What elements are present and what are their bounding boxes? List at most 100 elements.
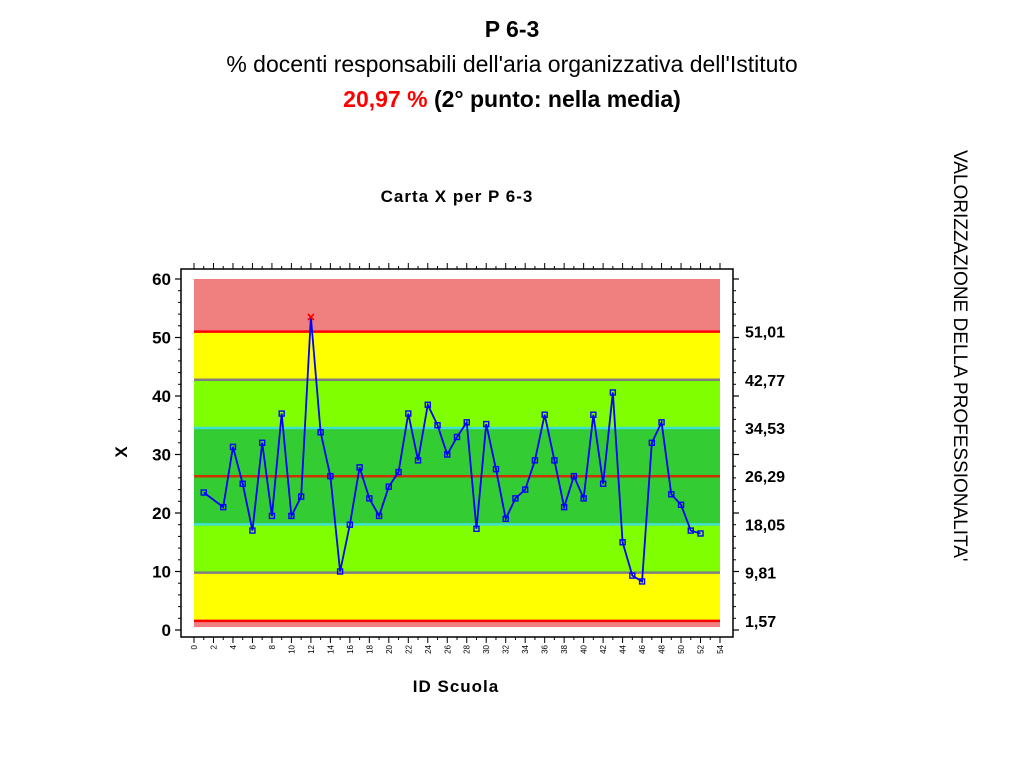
data-point: [385, 483, 393, 490]
x-tick-label-17: 34: [521, 644, 530, 653]
x-tick-label-27: 54: [716, 644, 725, 653]
control-line-label-5: 9,81: [745, 566, 776, 583]
x-tick-label-5: 10: [287, 644, 296, 653]
x-tick-label-7: 14: [326, 644, 335, 653]
data-point: [677, 501, 685, 509]
data-point: [560, 503, 568, 511]
data-point: [414, 457, 422, 464]
x-tick-label-2: 4: [229, 644, 238, 649]
indicator-result: 20,97 % (2° punto: nella media): [0, 86, 1024, 113]
band-upper-yellow: [194, 331, 720, 380]
data-point: [551, 457, 558, 464]
x-tick-label-9: 18: [365, 644, 374, 653]
x-tick-label-11: 22: [404, 644, 413, 653]
data-point: [424, 401, 431, 408]
x-tick-label-0: 0: [190, 644, 199, 649]
data-point: [356, 464, 363, 471]
x-tick-label-15: 30: [482, 644, 491, 653]
series-line-0: [203, 316, 701, 583]
y-tick-label-6: 60: [152, 270, 171, 289]
data-point: [619, 539, 626, 546]
y-tick-label-4: 40: [152, 387, 171, 406]
x-tick-label-16: 32: [502, 644, 511, 653]
x-tick-label-8: 16: [346, 644, 355, 653]
y-tick-label-1: 10: [152, 563, 171, 582]
data-point: [697, 530, 704, 537]
indicator-note: (2° punto: nella media): [433, 86, 681, 112]
x-tick-label-21: 42: [599, 644, 608, 653]
data-point: [580, 495, 587, 502]
data-point: [395, 468, 402, 476]
data-point: [648, 439, 656, 446]
x-tick-label-4: 8: [268, 644, 277, 649]
control-line-label-0: 51,01: [745, 325, 785, 342]
band-upper-outer: [194, 279, 720, 332]
data-point: [463, 419, 470, 426]
data-point: [405, 410, 412, 417]
data-series: [200, 313, 704, 585]
x-tick-label-12: 24: [424, 644, 433, 653]
y-tick-label-0: 0: [162, 621, 171, 640]
x-tick-label-23: 46: [638, 644, 647, 653]
x-tick-label-19: 38: [560, 644, 569, 653]
data-point: [483, 420, 490, 428]
x-tick-label-14: 28: [463, 644, 472, 653]
data-point: [492, 465, 500, 473]
y-tick-label-3: 30: [152, 446, 171, 465]
x-tick-label-3: 6: [248, 644, 257, 649]
data-point: [658, 419, 665, 426]
data-point: [366, 495, 373, 502]
x-tick-label-1: 2: [209, 644, 218, 649]
y-axis-label: X: [112, 446, 131, 458]
band-upper-light-green: [194, 379, 720, 428]
control-line-label-4: 18,05: [745, 517, 785, 534]
band-lower-light-green: [194, 524, 720, 573]
out-of-control-point: [307, 313, 315, 321]
data-point: [278, 410, 285, 417]
x-tick-label-13: 26: [443, 644, 452, 653]
data-point: [521, 486, 529, 493]
x-tick-label-10: 20: [385, 644, 394, 653]
data-point: [453, 433, 461, 441]
y-tick-label-2: 20: [152, 504, 171, 523]
data-point: [229, 443, 237, 451]
x-tick-label-26: 52: [697, 644, 706, 653]
data-point: [668, 491, 675, 498]
data-point: [531, 457, 539, 464]
data-point: [541, 411, 548, 418]
data-point: [327, 472, 334, 480]
x-tick-label-25: 50: [677, 644, 686, 653]
data-point: [375, 512, 383, 520]
indicator-description: % docenti responsabili dell'aria organiz…: [226, 51, 798, 77]
data-point: [502, 515, 509, 523]
data-point: [599, 480, 607, 487]
x-tick-label-24: 48: [658, 644, 667, 653]
x-tick-label-20: 40: [580, 644, 589, 653]
data-point: [268, 512, 276, 520]
side-category-label: VALORIZZAZIONE DELLA PROFESSIONALITA': [949, 150, 970, 562]
data-point: [629, 572, 636, 579]
y-tick-label-5: 50: [152, 329, 171, 348]
data-point: [336, 568, 344, 575]
control-line-label-2: 34,53: [745, 421, 785, 438]
data-point: [249, 527, 256, 534]
indicator-value: 20,97 %: [343, 86, 428, 112]
data-point: [434, 422, 441, 429]
data-point: [288, 512, 295, 520]
indicator-code: P 6-3: [484, 16, 540, 42]
data-point: [444, 451, 451, 458]
data-point: [317, 429, 324, 436]
data-point: [638, 578, 646, 585]
data-point: [512, 495, 519, 502]
x-tick-label-22: 44: [619, 644, 628, 653]
x-tick-label-6: 12: [307, 644, 316, 653]
x-tick-label-18: 36: [541, 644, 550, 653]
data-point: [200, 489, 207, 496]
data-point: [609, 389, 617, 396]
control-lines: 51,01 42,77 34,53 26,29 18,05 9,81 1,57: [194, 325, 785, 631]
data-point: [687, 527, 694, 534]
chart-title: Carta X per P 6-3: [381, 187, 534, 206]
x-axis-label: ID Scuola: [413, 677, 499, 696]
band-lower-outer: [194, 620, 720, 628]
